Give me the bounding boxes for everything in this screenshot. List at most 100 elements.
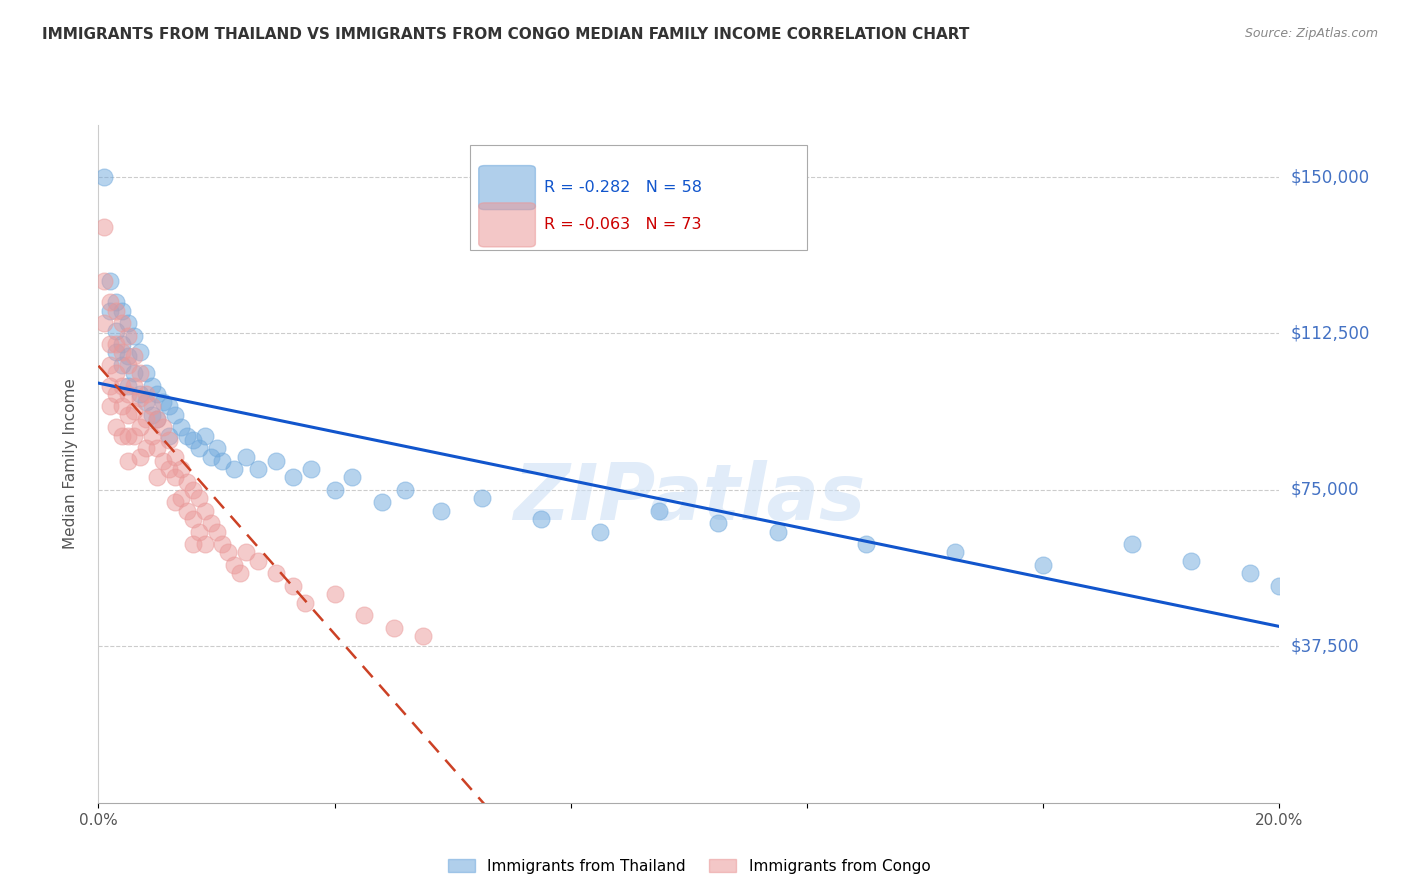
- Point: [176, 504, 198, 518]
- Point: [211, 537, 233, 551]
- Point: [323, 587, 346, 601]
- Point: [111, 303, 134, 318]
- Point: [146, 412, 169, 426]
- Point: [128, 387, 150, 401]
- Point: [135, 441, 157, 455]
- Text: R = -0.282   N = 58: R = -0.282 N = 58: [544, 180, 702, 195]
- Point: [530, 512, 553, 526]
- FancyBboxPatch shape: [471, 145, 807, 251]
- Point: [589, 524, 612, 539]
- Point: [93, 316, 115, 330]
- Point: [1032, 558, 1054, 572]
- Point: [187, 441, 209, 455]
- Text: IMMIGRANTS FROM THAILAND VS IMMIGRANTS FROM CONGO MEDIAN FAMILY INCOME CORRELATI: IMMIGRANTS FROM THAILAND VS IMMIGRANTS F…: [42, 27, 970, 42]
- Point: [187, 524, 209, 539]
- FancyBboxPatch shape: [478, 166, 536, 210]
- Point: [128, 391, 150, 405]
- Point: [122, 428, 145, 442]
- Point: [235, 545, 257, 559]
- Point: [128, 345, 150, 359]
- Point: [135, 387, 157, 401]
- Point: [1180, 554, 1202, 568]
- Point: [766, 524, 789, 539]
- Point: [235, 450, 257, 464]
- Point: [117, 387, 139, 401]
- Text: $112,500: $112,500: [1291, 325, 1369, 343]
- FancyBboxPatch shape: [478, 202, 536, 247]
- Point: [181, 433, 204, 447]
- Point: [246, 462, 269, 476]
- Text: $37,500: $37,500: [1291, 638, 1360, 656]
- Point: [170, 420, 193, 434]
- Point: [170, 462, 193, 476]
- Point: [93, 274, 115, 288]
- Point: [135, 395, 157, 409]
- Point: [294, 596, 316, 610]
- Text: $150,000: $150,000: [1291, 168, 1369, 186]
- Point: [105, 420, 128, 434]
- Point: [111, 337, 134, 351]
- Point: [165, 450, 187, 464]
- Text: Source: ZipAtlas.com: Source: ZipAtlas.com: [1244, 27, 1378, 40]
- Point: [342, 470, 364, 484]
- Point: [152, 420, 174, 434]
- Point: [264, 453, 287, 467]
- Point: [98, 378, 121, 392]
- Point: [98, 358, 121, 372]
- Point: [194, 537, 217, 551]
- Point: [200, 516, 222, 531]
- Point: [117, 453, 139, 467]
- Point: [648, 504, 671, 518]
- Point: [224, 462, 246, 476]
- Point: [105, 295, 128, 310]
- Point: [412, 629, 434, 643]
- Point: [471, 491, 494, 506]
- Point: [430, 504, 453, 518]
- Point: [146, 387, 169, 401]
- Point: [1239, 566, 1261, 581]
- Point: [98, 274, 121, 288]
- Point: [200, 450, 222, 464]
- Point: [943, 545, 966, 559]
- Point: [117, 328, 139, 343]
- Point: [165, 408, 187, 422]
- Point: [105, 303, 128, 318]
- Point: [117, 408, 139, 422]
- Point: [176, 428, 198, 442]
- Point: [141, 408, 163, 422]
- Point: [141, 428, 163, 442]
- Point: [855, 537, 877, 551]
- Point: [229, 566, 252, 581]
- Point: [128, 420, 150, 434]
- Point: [105, 337, 128, 351]
- Point: [111, 378, 134, 392]
- Point: [224, 558, 246, 572]
- Point: [283, 470, 305, 484]
- Point: [146, 470, 169, 484]
- Point: [122, 378, 145, 392]
- Point: [1268, 579, 1291, 593]
- Point: [117, 358, 139, 372]
- Point: [205, 441, 228, 455]
- Point: [194, 428, 217, 442]
- Point: [135, 366, 157, 380]
- Text: ZIPatlas: ZIPatlas: [513, 459, 865, 536]
- Point: [382, 621, 405, 635]
- Point: [122, 403, 145, 417]
- Point: [135, 412, 157, 426]
- Point: [98, 400, 121, 414]
- Point: [111, 316, 134, 330]
- Point: [122, 366, 145, 380]
- Point: [181, 483, 204, 497]
- Point: [98, 303, 121, 318]
- Point: [1121, 537, 1143, 551]
- Point: [165, 495, 187, 509]
- Point: [105, 345, 128, 359]
- Point: [117, 428, 139, 442]
- Point: [141, 400, 163, 414]
- Point: [283, 579, 305, 593]
- Point: [353, 608, 375, 623]
- Point: [146, 412, 169, 426]
- Point: [181, 537, 204, 551]
- Point: [117, 378, 139, 392]
